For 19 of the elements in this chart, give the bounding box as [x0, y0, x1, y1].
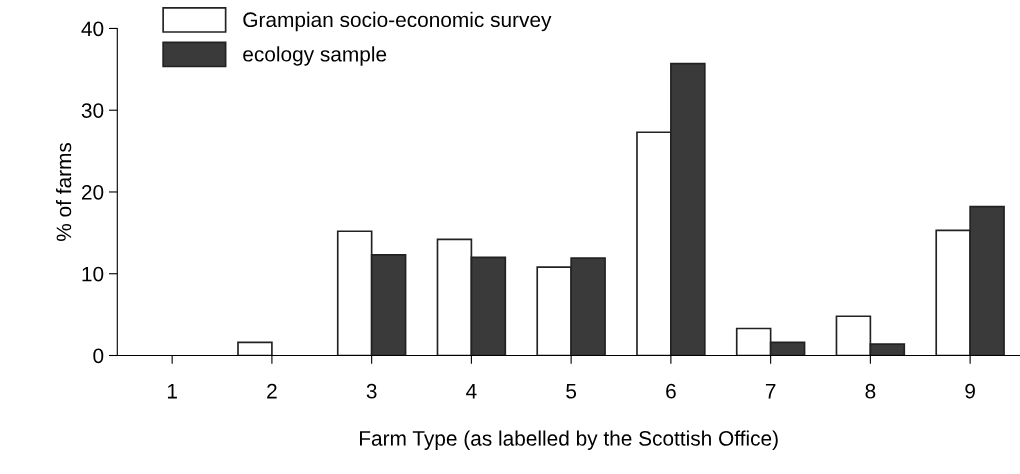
legend-label: ecology sample — [243, 46, 387, 66]
y-tick-label: 40 — [81, 21, 104, 37]
x-axis-title: Farm Type (as labelled by the Scottish Office) — [360, 430, 778, 450]
y-tick-label: 0 — [93, 348, 104, 364]
y-tick-label: 10 — [82, 266, 104, 282]
y-axis-title: % of farms — [55, 142, 72, 241]
x-tick-label: 6 — [666, 383, 676, 399]
x-tick-label: 9 — [965, 383, 975, 399]
x-tick-label: 5 — [566, 384, 577, 399]
y-tick-label: 30 — [81, 103, 104, 118]
x-tick-label: 3 — [366, 383, 377, 399]
x-tick-label: 1 — [167, 384, 177, 399]
x-tick-label: 8 — [865, 383, 876, 399]
legend-label: Grampian socio-economic survey — [243, 11, 552, 32]
bar — [237, 341, 273, 356]
y-tick-label: 20 — [81, 184, 104, 200]
x-tick-label: 4 — [466, 384, 477, 399]
x-tick-label: 2 — [267, 383, 277, 399]
x-tick-label: 7 — [765, 384, 776, 399]
